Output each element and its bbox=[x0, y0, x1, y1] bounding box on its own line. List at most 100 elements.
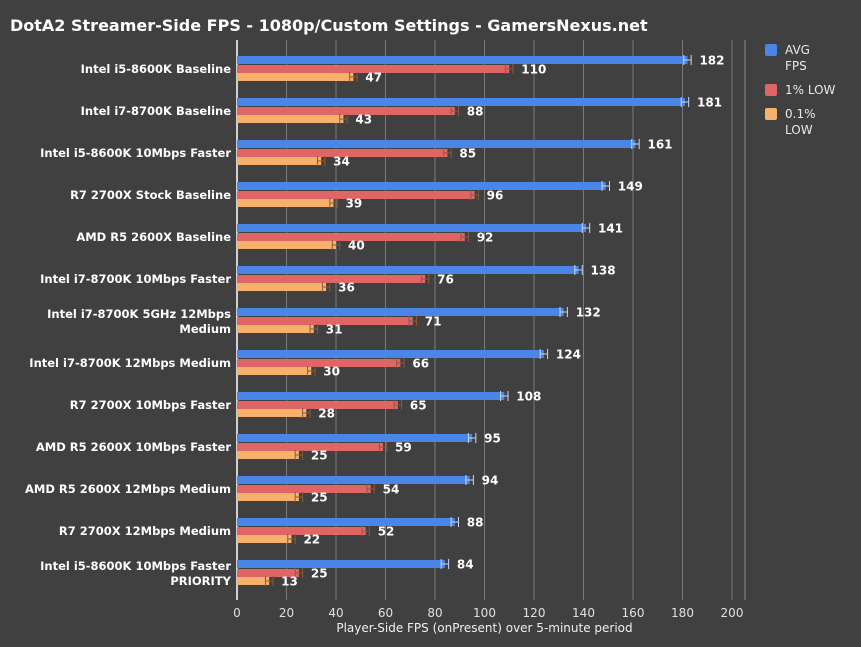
bar-1-low bbox=[237, 527, 366, 535]
bar-0-1-low bbox=[237, 157, 322, 165]
bar-0-1-low bbox=[237, 241, 336, 249]
bar-1-low bbox=[237, 149, 448, 157]
data-label: 65 bbox=[410, 399, 427, 413]
data-label: 124 bbox=[556, 348, 581, 362]
category-label: AMD R5 2600X Baseline bbox=[76, 230, 231, 244]
data-label: 84 bbox=[457, 558, 474, 572]
data-label: 161 bbox=[647, 138, 672, 152]
data-label: 85 bbox=[459, 147, 476, 161]
data-label: 30 bbox=[323, 365, 340, 379]
category-label: R7 2700X 10Mbps Faster bbox=[69, 398, 231, 412]
bar-avg-fps bbox=[237, 266, 579, 274]
data-label: 25 bbox=[311, 567, 328, 581]
x-tick-label: 120 bbox=[523, 606, 546, 620]
data-label: 95 bbox=[484, 432, 501, 446]
x-tick-label: 0 bbox=[233, 606, 241, 620]
data-label: 92 bbox=[477, 231, 494, 245]
x-tick-label: 40 bbox=[328, 606, 343, 620]
category-label: Intel i5-8600K 10Mbps Faster bbox=[40, 146, 231, 160]
data-label: 71 bbox=[425, 315, 442, 329]
data-label: 182 bbox=[699, 54, 724, 68]
data-label: 31 bbox=[326, 323, 343, 337]
legend-item: 1% LOW bbox=[765, 82, 845, 98]
data-label: 132 bbox=[576, 306, 601, 320]
x-tick-label: 60 bbox=[378, 606, 393, 620]
x-tick-label: 100 bbox=[473, 606, 496, 620]
legend-label: AVG FPS bbox=[785, 43, 810, 73]
bar-1-low bbox=[237, 65, 510, 73]
data-label: 25 bbox=[311, 449, 328, 463]
data-label: 39 bbox=[346, 197, 363, 211]
data-label: 22 bbox=[303, 533, 320, 547]
bar-avg-fps bbox=[237, 56, 688, 64]
bar-avg-fps bbox=[237, 308, 564, 316]
legend-label: 1% LOW bbox=[785, 83, 836, 97]
data-label: 149 bbox=[618, 180, 643, 194]
bar-1-low bbox=[237, 107, 455, 115]
data-label: 181 bbox=[697, 96, 722, 110]
bar-0-1-low bbox=[237, 199, 334, 207]
bar-avg-fps bbox=[237, 98, 685, 106]
bar-0-1-low bbox=[237, 325, 314, 333]
x-tick-label: 140 bbox=[572, 606, 595, 620]
data-label: 94 bbox=[482, 474, 499, 488]
data-label: 25 bbox=[311, 491, 328, 505]
bar-1-low bbox=[237, 443, 384, 451]
bar-1-low bbox=[237, 191, 475, 199]
data-label: 52 bbox=[378, 525, 395, 539]
bar-0-1-low bbox=[237, 535, 292, 543]
legend-swatch bbox=[765, 84, 777, 96]
bar-0-1-low bbox=[237, 577, 270, 585]
data-label: 59 bbox=[395, 441, 412, 455]
bar-avg-fps bbox=[237, 560, 445, 568]
data-label: 47 bbox=[365, 71, 382, 85]
data-label: 66 bbox=[412, 357, 429, 371]
x-tick-label: 180 bbox=[671, 606, 694, 620]
bar-1-low bbox=[237, 233, 465, 241]
bar-avg-fps bbox=[237, 518, 455, 526]
bar-avg-fps bbox=[237, 434, 473, 442]
bar-1-low bbox=[237, 359, 401, 367]
category-label: Intel i7-8700K Baseline bbox=[80, 104, 231, 118]
category-label: Intel i7-8700K 10Mbps Faster bbox=[40, 272, 231, 286]
bar-1-low bbox=[237, 317, 413, 325]
bar-0-1-low bbox=[237, 367, 312, 375]
bar-avg-fps bbox=[237, 140, 636, 148]
legend-swatch bbox=[765, 44, 777, 56]
bar-1-low bbox=[237, 485, 371, 493]
data-label: 54 bbox=[383, 483, 400, 497]
x-tick-label: 160 bbox=[622, 606, 645, 620]
legend-item: AVG FPS bbox=[765, 42, 819, 74]
category-label: R7 2700X Stock Baseline bbox=[70, 188, 231, 202]
chart-title: DotA2 Streamer-Side FPS - 1080p/Custom S… bbox=[10, 16, 648, 35]
data-label: 34 bbox=[333, 155, 350, 169]
data-label: 141 bbox=[598, 222, 623, 236]
category-label: R7 2700X 12Mbps Medium bbox=[58, 524, 231, 538]
data-label: 36 bbox=[338, 281, 355, 295]
bar-0-1-low bbox=[237, 409, 307, 417]
x-tick-label: 200 bbox=[721, 606, 744, 620]
data-label: 13 bbox=[281, 575, 298, 589]
bar-0-1-low bbox=[237, 73, 354, 81]
data-label: 40 bbox=[348, 239, 365, 253]
bar-avg-fps bbox=[237, 392, 505, 400]
x-axis-label: Player-Side FPS (onPresent) over 5-minut… bbox=[336, 621, 633, 635]
bar-0-1-low bbox=[237, 115, 344, 123]
category-label: Intel i5-8600K 10Mbps Faster PRIORITY bbox=[40, 559, 231, 588]
data-label: 108 bbox=[516, 390, 541, 404]
bar-1-low bbox=[237, 569, 299, 577]
bar-avg-fps bbox=[237, 476, 470, 484]
data-label: 110 bbox=[521, 63, 546, 77]
data-label: 28 bbox=[318, 407, 335, 421]
x-tick-label: 20 bbox=[279, 606, 294, 620]
legend-item: 0.1% LOW bbox=[765, 106, 819, 138]
category-label: Intel i7-8700K 5GHz 12Mbps Medium bbox=[47, 307, 231, 336]
data-label: 88 bbox=[467, 105, 484, 119]
category-label: Intel i5-8600K Baseline bbox=[80, 62, 231, 76]
bar-avg-fps bbox=[237, 224, 586, 232]
bar-0-1-low bbox=[237, 451, 299, 459]
bar-avg-fps bbox=[237, 350, 544, 358]
legend-label: 0.1% LOW bbox=[785, 107, 816, 137]
